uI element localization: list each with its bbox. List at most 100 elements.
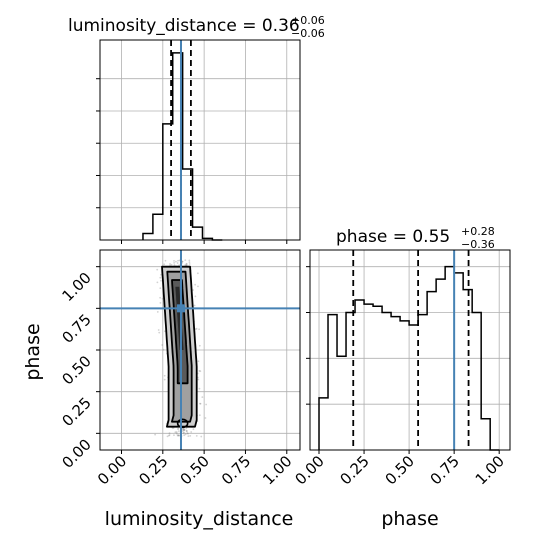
- phase-histogram-step: [318, 265, 500, 451]
- sample-point: [159, 287, 162, 290]
- sample-point: [182, 429, 185, 432]
- sample-point: [156, 281, 159, 284]
- sample-point: [181, 260, 184, 263]
- x-axis-label-luminosity-distance: luminosity_distance: [105, 508, 294, 530]
- sample-point: [159, 276, 162, 279]
- sample-point: [176, 434, 179, 437]
- sample-point: [182, 428, 185, 431]
- sample-point: [194, 295, 197, 298]
- sample-point: [199, 402, 202, 405]
- sample-point: [170, 263, 173, 266]
- sample-point: [185, 263, 188, 266]
- sample-point: [175, 431, 178, 433]
- sample-point: [186, 432, 189, 434]
- sample-point: [158, 331, 161, 334]
- contour-tail: [176, 418, 189, 429]
- sample-point: [201, 396, 204, 399]
- sample-point: [184, 433, 187, 436]
- contour-xtick-label-4: 1.00: [259, 452, 295, 488]
- sample-point: [181, 430, 184, 432]
- sample-point: [183, 434, 186, 437]
- phase-xtick-label-4: 1.00: [472, 452, 508, 488]
- luminosity-distance-title-lower: −0.06: [291, 27, 325, 40]
- sample-point: [184, 264, 187, 266]
- contour-truth-marker: [176, 304, 185, 313]
- sample-point: [183, 431, 185, 434]
- lumdist-histogram-step: [142, 52, 223, 241]
- sample-point: [169, 262, 171, 265]
- contour-panel: 0.00 0.25 0.50 0.75 1.000.000.250.500.751.00: [58, 249, 301, 488]
- sample-point: [188, 261, 191, 264]
- sample-point: [192, 428, 195, 431]
- sample-point: [190, 431, 193, 433]
- sample-point: [156, 268, 159, 271]
- sample-point: [204, 417, 207, 419]
- sample-point: [177, 428, 179, 430]
- sample-point: [161, 297, 164, 300]
- sample-point: [160, 273, 162, 276]
- sample-point: [187, 432, 189, 435]
- phase-xtick-label-1: 0.25: [337, 452, 373, 488]
- contour-ytick-label-2: 0.50: [58, 352, 94, 388]
- sample-point: [185, 262, 188, 265]
- contour-xtick-label-1: 0.25: [135, 452, 171, 488]
- sample-point: [154, 433, 157, 436]
- sample-point: [177, 434, 179, 436]
- sample-point: [182, 432, 185, 435]
- sample-point: [175, 432, 178, 435]
- sample-point: [159, 301, 162, 304]
- contour-ytick-label-1: 0.25: [58, 394, 94, 430]
- sample-point: [178, 264, 181, 267]
- sample-point: [192, 289, 194, 291]
- sample-point: [156, 311, 159, 313]
- contour-xtick-label-3: 0.75: [218, 452, 254, 488]
- contour-ytick-label-4: 1.00: [58, 269, 94, 305]
- contour-xtick-label-2: 0.50: [177, 452, 213, 488]
- phase-histogram-panel: 0.00 0.25 0.50 0.75 1.00: [291, 249, 511, 488]
- sample-point: [196, 272, 199, 275]
- sample-point: [187, 435, 190, 438]
- sample-point: [183, 428, 185, 431]
- contour-xtick-label-0: 0.00: [94, 452, 130, 488]
- sample-point: [161, 344, 164, 346]
- sample-point: [168, 434, 171, 436]
- sample-point: [199, 370, 202, 373]
- sample-point: [163, 374, 166, 377]
- sample-point: [198, 370, 201, 372]
- sample-point: [177, 434, 180, 437]
- contour-ytick-label-3: 0.75: [58, 310, 94, 346]
- sample-point: [162, 348, 165, 351]
- sample-point: [198, 387, 201, 390]
- sample-point: [185, 430, 188, 432]
- phase-xtick-label-2: 0.50: [382, 452, 418, 488]
- sample-point: [184, 259, 187, 262]
- sample-point: [159, 296, 162, 299]
- sample-point: [175, 260, 177, 263]
- sample-point: [198, 414, 201, 417]
- sample-point: [173, 259, 175, 262]
- phase-title: phase = 0.55: [336, 227, 450, 247]
- sample-point: [199, 402, 201, 405]
- x-axis-label-phase: phase: [381, 508, 438, 530]
- sample-point: [164, 259, 167, 262]
- sample-point: [188, 263, 191, 265]
- luminosity-distance-histogram-panel: [96, 39, 301, 244]
- lumdist-frame: [99, 39, 301, 241]
- sample-point: [185, 427, 188, 430]
- sample-point: [185, 430, 188, 432]
- sample-point: [183, 429, 186, 431]
- sample-point: [197, 378, 200, 381]
- sample-point: [197, 285, 199, 288]
- sample-point: [194, 283, 197, 286]
- sample-point: [194, 328, 197, 331]
- sample-point: [198, 344, 201, 347]
- sample-point: [189, 434, 192, 437]
- sample-point: [188, 259, 191, 262]
- sample-point: [195, 327, 198, 330]
- sample-point: [205, 403, 208, 406]
- sample-point: [197, 360, 200, 363]
- phase-title-upper: +0.28: [461, 225, 495, 238]
- sample-point: [183, 429, 185, 432]
- sample-point: [173, 264, 176, 266]
